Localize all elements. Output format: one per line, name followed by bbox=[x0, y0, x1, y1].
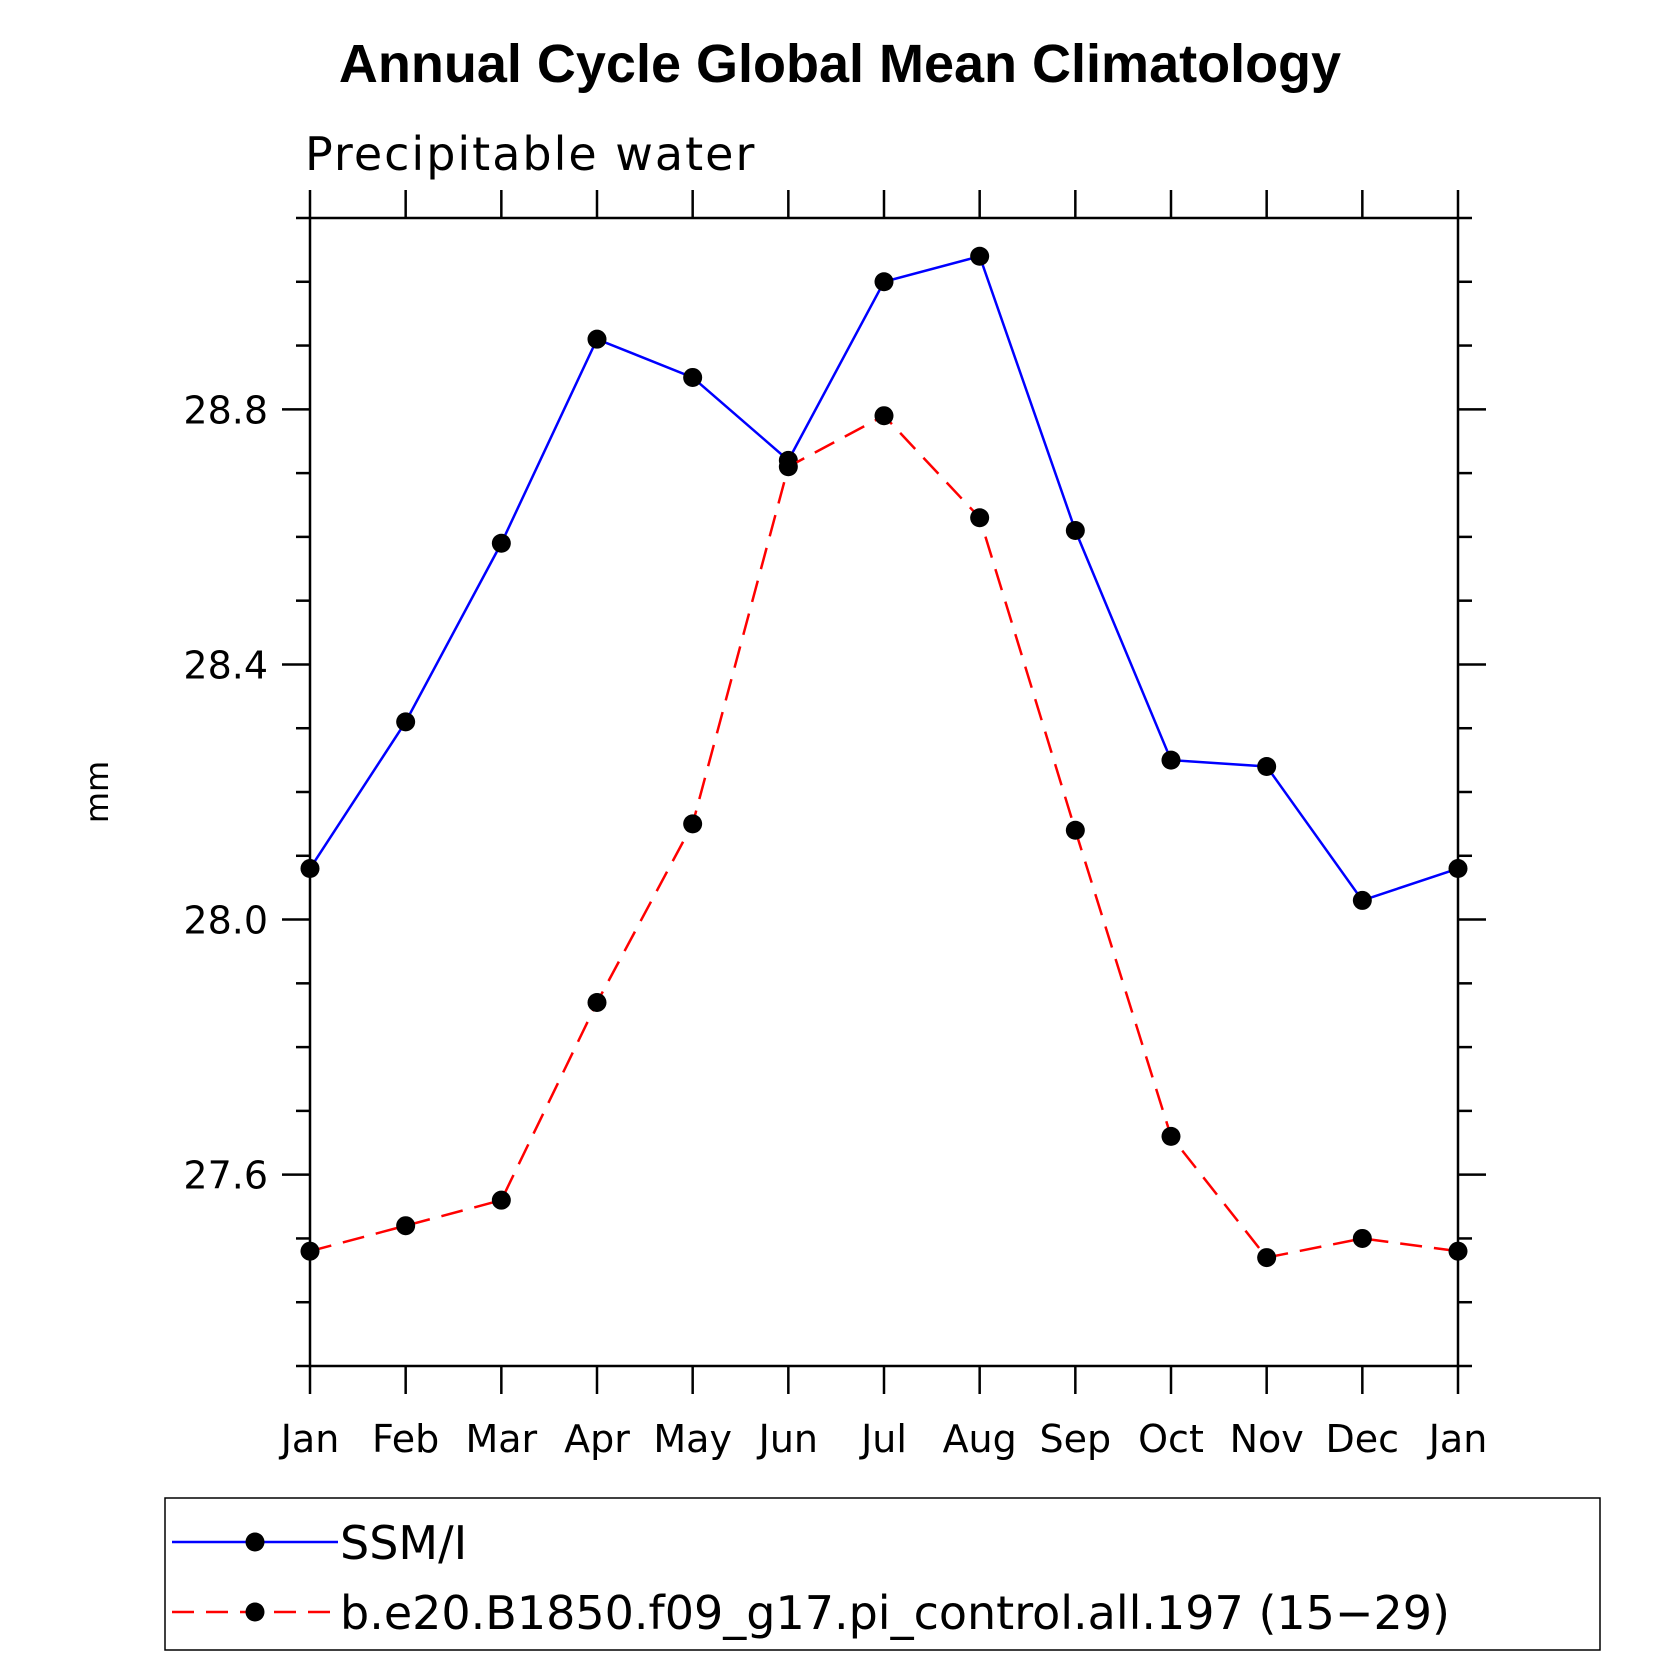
legend-label-1: SSM/I bbox=[340, 1516, 467, 1570]
series-2-point bbox=[683, 814, 703, 834]
series-line-1 bbox=[308, 254, 1459, 902]
plot-area: Jan Feb Mar Apr May Jun Jul Aug Sep Oct Nov Dec Jan 2… bbox=[183, 190, 1487, 1461]
series-1-point bbox=[1161, 750, 1181, 770]
series-1-point bbox=[683, 367, 703, 387]
legend: SSM/I b.e20.B1850.f09_g17.pi_control.all.… bbox=[164, 1497, 1601, 1651]
legend-swatch-marker-1 bbox=[245, 1532, 265, 1552]
series-2-point bbox=[1448, 1241, 1468, 1261]
x-tick-label: Jan bbox=[279, 1417, 340, 1461]
series-2-point bbox=[396, 1216, 416, 1236]
series-2-point bbox=[1257, 1248, 1277, 1268]
legend-swatch-marker-2 bbox=[245, 1602, 265, 1622]
series-line-2 bbox=[309, 414, 1459, 1259]
series-1-point bbox=[970, 246, 990, 266]
x-tick-label: Apr bbox=[564, 1417, 630, 1461]
x-tick-label: Sep bbox=[1040, 1417, 1112, 1461]
series-1-point bbox=[300, 859, 320, 879]
y-axis-label: mm bbox=[78, 761, 116, 823]
chart-title: Annual Cycle Global Mean Climatology bbox=[339, 34, 1341, 94]
y-tick-label: 28.0 bbox=[183, 899, 268, 943]
series-2-point bbox=[1352, 1228, 1372, 1248]
series-2-point bbox=[300, 1241, 320, 1261]
series-1-point bbox=[1257, 756, 1277, 776]
x-tick-label: Dec bbox=[1326, 1417, 1400, 1461]
series-2-point bbox=[874, 406, 894, 426]
x-tick-label: Mar bbox=[465, 1417, 537, 1461]
legend-box bbox=[164, 1497, 1601, 1651]
x-tick-label: Jul bbox=[859, 1417, 907, 1461]
x-tick-label: Feb bbox=[372, 1417, 439, 1461]
series-2-point bbox=[1161, 1126, 1181, 1146]
series-1-point bbox=[1352, 890, 1372, 910]
x-tick-label: Nov bbox=[1230, 1417, 1304, 1461]
legend-label-2: b.e20.B1850.f09_g17.pi_control.all.197 (… bbox=[340, 1586, 1450, 1640]
series-1-point bbox=[396, 712, 416, 732]
chart-subtitle: Precipitable water bbox=[305, 127, 756, 181]
series-1-point bbox=[587, 329, 607, 349]
series-1-point bbox=[491, 533, 511, 553]
y-tick-label: 28.4 bbox=[183, 643, 268, 687]
series-1-point bbox=[874, 272, 894, 292]
series-2-point bbox=[1065, 820, 1085, 840]
series-1-point bbox=[1448, 859, 1468, 879]
x-tick-label: Jan bbox=[1427, 1417, 1488, 1461]
x-tick-label: Jun bbox=[757, 1417, 818, 1461]
x-tick-label: Oct bbox=[1138, 1417, 1204, 1461]
x-tick-label: May bbox=[653, 1417, 732, 1461]
y-tick-label: 28.8 bbox=[183, 388, 268, 432]
series-2-point bbox=[778, 457, 798, 477]
series-2-point bbox=[970, 508, 990, 528]
series-2-point bbox=[491, 1190, 511, 1210]
y-tick-label: 27.6 bbox=[183, 1154, 268, 1198]
series-2-point bbox=[587, 992, 607, 1012]
x-tick-label: Aug bbox=[943, 1417, 1017, 1461]
series-1-point bbox=[1065, 521, 1085, 541]
